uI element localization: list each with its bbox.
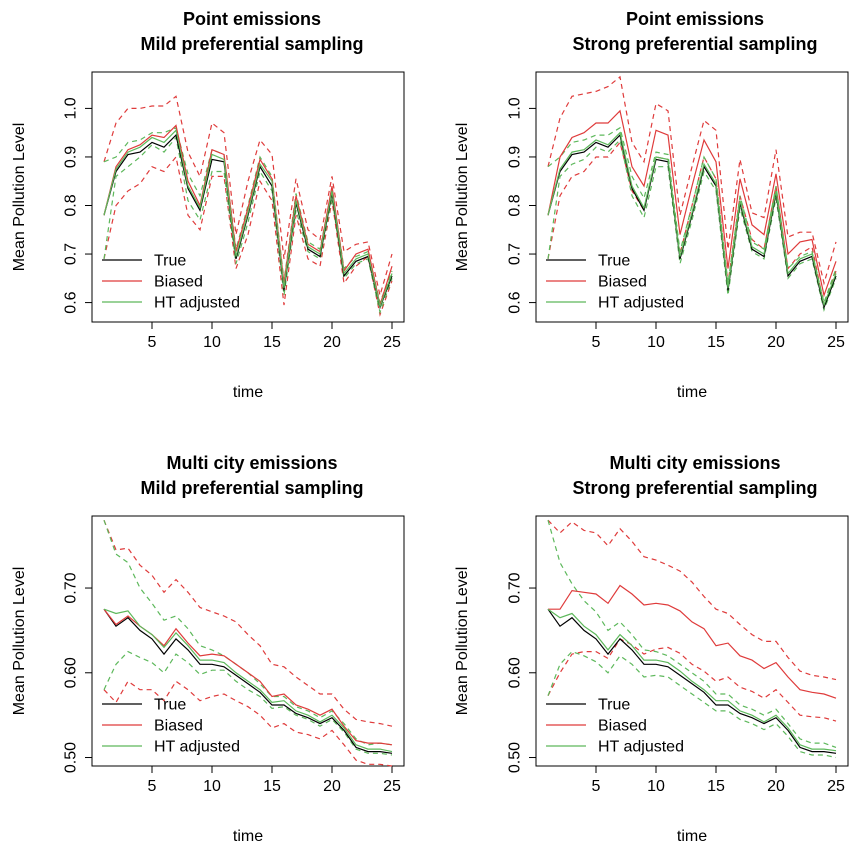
confidence-band-line-ht bbox=[547, 138, 837, 312]
series-line-true bbox=[547, 608, 837, 754]
series-line-ht-adjusted bbox=[547, 131, 837, 308]
chart-title: Multi city emissions bbox=[609, 453, 780, 473]
chart-title: Point emissions bbox=[183, 9, 321, 29]
confidence-band-line-biased bbox=[103, 95, 393, 296]
series-line-true bbox=[547, 133, 837, 310]
x-tick-label: 15 bbox=[707, 334, 725, 351]
plot-frame bbox=[535, 71, 849, 323]
confidence-band-line-biased bbox=[103, 519, 393, 727]
chart-panel-3: Multi city emissions Mild preferential sa… bbox=[11, 453, 405, 845]
plot-frame bbox=[91, 515, 405, 767]
confidence-band-line-ht bbox=[547, 650, 837, 759]
x-tick-label: 20 bbox=[323, 778, 341, 795]
legend-label: True bbox=[598, 253, 630, 270]
y-tick-label: 0.50 bbox=[507, 742, 524, 773]
y-tick-label: 0.70 bbox=[63, 572, 80, 603]
x-tick-label: 20 bbox=[323, 334, 341, 351]
x-axis-label: time bbox=[677, 828, 707, 845]
series-line-biased bbox=[548, 584, 837, 699]
x-axis-label: time bbox=[677, 384, 707, 401]
chart-subtitle: Strong preferential sampling bbox=[572, 478, 817, 498]
x-tick-label: 15 bbox=[707, 778, 725, 795]
y-tick-label: 0.70 bbox=[507, 572, 524, 603]
x-tick-label: 5 bbox=[148, 334, 157, 351]
x-tick-label: 25 bbox=[383, 334, 401, 351]
chart-panel-4: Multi city emissions Strong preferential … bbox=[454, 453, 849, 845]
legend-label: True bbox=[598, 697, 630, 714]
x-tick-label: 25 bbox=[383, 778, 401, 795]
x-axis-label: time bbox=[233, 384, 263, 401]
x-tick-label: 20 bbox=[767, 778, 785, 795]
x-tick-label: 5 bbox=[592, 778, 601, 795]
chart-panel-2: Point emissions Strong preferential sampl… bbox=[454, 9, 849, 401]
chart-subtitle: Mild preferential sampling bbox=[140, 478, 363, 498]
y-axis-label: Mean Pollution Level bbox=[11, 567, 28, 716]
legend-label: HT adjusted bbox=[154, 739, 240, 756]
legend-label: HT adjusted bbox=[598, 295, 684, 312]
y-tick-label: 0.9 bbox=[507, 146, 524, 168]
confidence-band-line-ht bbox=[103, 519, 393, 746]
chart-title: Point emissions bbox=[626, 9, 764, 29]
y-tick-label: 1.0 bbox=[507, 97, 524, 119]
x-tick-label: 10 bbox=[647, 334, 665, 351]
x-tick-label: 15 bbox=[263, 778, 281, 795]
legend-label: True bbox=[154, 697, 186, 714]
confidence-band-line-biased bbox=[103, 680, 393, 767]
confidence-band-line-ht bbox=[103, 650, 393, 756]
x-tick-label: 10 bbox=[203, 334, 221, 351]
x-tick-label: 20 bbox=[767, 334, 785, 351]
plot-frame bbox=[91, 71, 405, 323]
series-line-biased bbox=[103, 608, 393, 746]
y-tick-label: 0.6 bbox=[63, 291, 80, 313]
series-line-ht-adjusted bbox=[547, 608, 837, 752]
y-tick-label: 0.7 bbox=[63, 243, 80, 265]
x-tick-label: 5 bbox=[148, 778, 157, 795]
x-tick-label: 15 bbox=[263, 334, 281, 351]
series-line-ht-adjusted bbox=[103, 129, 393, 309]
legend-label: Biased bbox=[598, 718, 647, 735]
legend-label: True bbox=[154, 253, 186, 270]
chart-subtitle: Mild preferential sampling bbox=[140, 34, 363, 54]
y-tick-label: 1.0 bbox=[63, 97, 80, 119]
y-axis-label: Mean Pollution Level bbox=[454, 123, 471, 272]
legend-label: Biased bbox=[154, 274, 203, 291]
x-axis-label: time bbox=[233, 828, 263, 845]
legend-label: Biased bbox=[154, 718, 203, 735]
y-axis-label: Mean Pollution Level bbox=[454, 567, 471, 716]
confidence-band-line-biased bbox=[547, 141, 837, 308]
chart-subtitle: Strong preferential sampling bbox=[572, 34, 817, 54]
confidence-band-line-ht bbox=[547, 520, 837, 748]
series-line-true bbox=[103, 133, 393, 310]
y-tick-label: 0.60 bbox=[63, 657, 80, 688]
y-tick-label: 0.8 bbox=[507, 194, 524, 216]
x-tick-label: 10 bbox=[203, 778, 221, 795]
y-tick-label: 0.8 bbox=[63, 194, 80, 216]
x-tick-label: 25 bbox=[827, 778, 845, 795]
confidence-band-line-biased bbox=[103, 155, 393, 317]
legend-label: Biased bbox=[598, 274, 647, 291]
chart-panel-1: Point emissions Mild preferential samplin… bbox=[11, 9, 405, 401]
y-tick-label: 0.9 bbox=[63, 146, 80, 168]
confidence-band-line-biased bbox=[547, 638, 837, 722]
y-tick-label: 0.7 bbox=[507, 243, 524, 265]
series-line-biased bbox=[547, 109, 837, 298]
x-tick-label: 25 bbox=[827, 334, 845, 351]
y-tick-label: 0.6 bbox=[507, 291, 524, 313]
x-tick-label: 5 bbox=[592, 334, 601, 351]
x-tick-label: 10 bbox=[647, 778, 665, 795]
confidence-band-line-biased bbox=[547, 519, 837, 681]
y-tick-label: 0.50 bbox=[63, 742, 80, 773]
y-tick-label: 0.60 bbox=[507, 657, 524, 688]
series-line-ht-adjusted bbox=[103, 608, 393, 753]
confidence-band-line-ht bbox=[103, 136, 393, 315]
legend-label: HT adjusted bbox=[154, 295, 240, 312]
confidence-band-line-biased bbox=[547, 75, 837, 286]
y-axis-label: Mean Pollution Level bbox=[11, 123, 28, 272]
chart-title: Multi city emissions bbox=[166, 453, 337, 473]
legend-label: HT adjusted bbox=[598, 739, 684, 756]
series-line-true bbox=[103, 608, 393, 754]
plot-frame bbox=[535, 515, 849, 767]
